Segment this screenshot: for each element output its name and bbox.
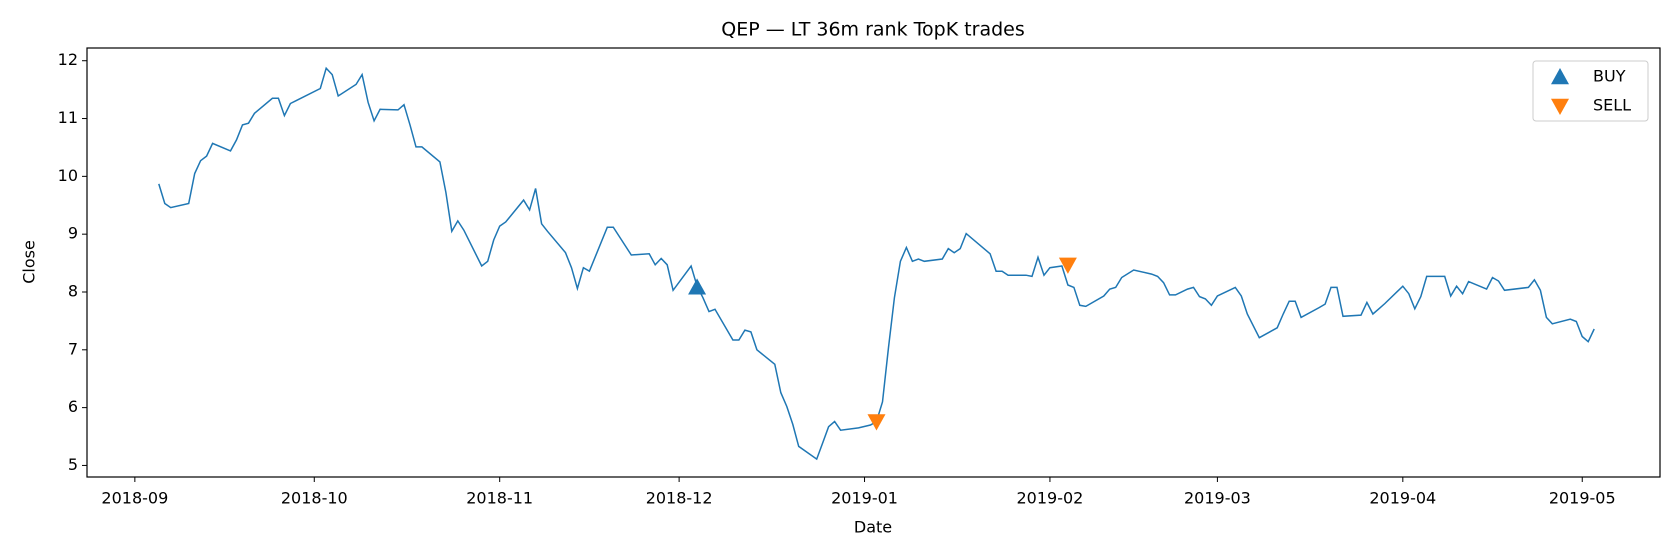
price-line xyxy=(158,66,1595,461)
legend-marker xyxy=(1551,68,1569,85)
x-tick-label: 2019-05 xyxy=(1549,489,1616,508)
x-tick-label: 2019-02 xyxy=(1017,489,1084,508)
x-tick-label: 2018-12 xyxy=(646,489,713,508)
y-axis-label: Close xyxy=(20,240,39,284)
y-tick-label: 7 xyxy=(68,339,78,358)
x-tick-label: 2019-03 xyxy=(1184,489,1251,508)
y-tick-label: 5 xyxy=(68,455,78,474)
trade-marker xyxy=(867,414,886,431)
y-tick-label: 11 xyxy=(58,108,78,127)
x-tick-label: 2018-10 xyxy=(281,489,348,508)
trade-marker xyxy=(1058,257,1077,274)
x-tick-label: 2018-11 xyxy=(466,489,533,508)
legend-marker xyxy=(1551,98,1569,115)
x-axis-label: Date xyxy=(854,518,892,537)
y-tick-label: 9 xyxy=(68,224,78,243)
y-tick-label: 6 xyxy=(68,397,78,416)
y-tick-label: 10 xyxy=(58,166,78,185)
legend-label: SELL xyxy=(1593,96,1631,115)
x-tick-label: 2019-04 xyxy=(1369,489,1436,508)
x-tick-label: 2019-01 xyxy=(831,489,898,508)
chart-title: QEP — LT 36m rank TopK trades xyxy=(721,19,1025,41)
plot-frame xyxy=(86,47,1661,478)
trade-marker xyxy=(688,278,707,295)
y-tick-label: 8 xyxy=(68,281,78,300)
x-tick-label: 2018-09 xyxy=(101,489,168,508)
legend-label: BUY xyxy=(1593,67,1626,86)
y-tick-label: 12 xyxy=(58,50,78,69)
